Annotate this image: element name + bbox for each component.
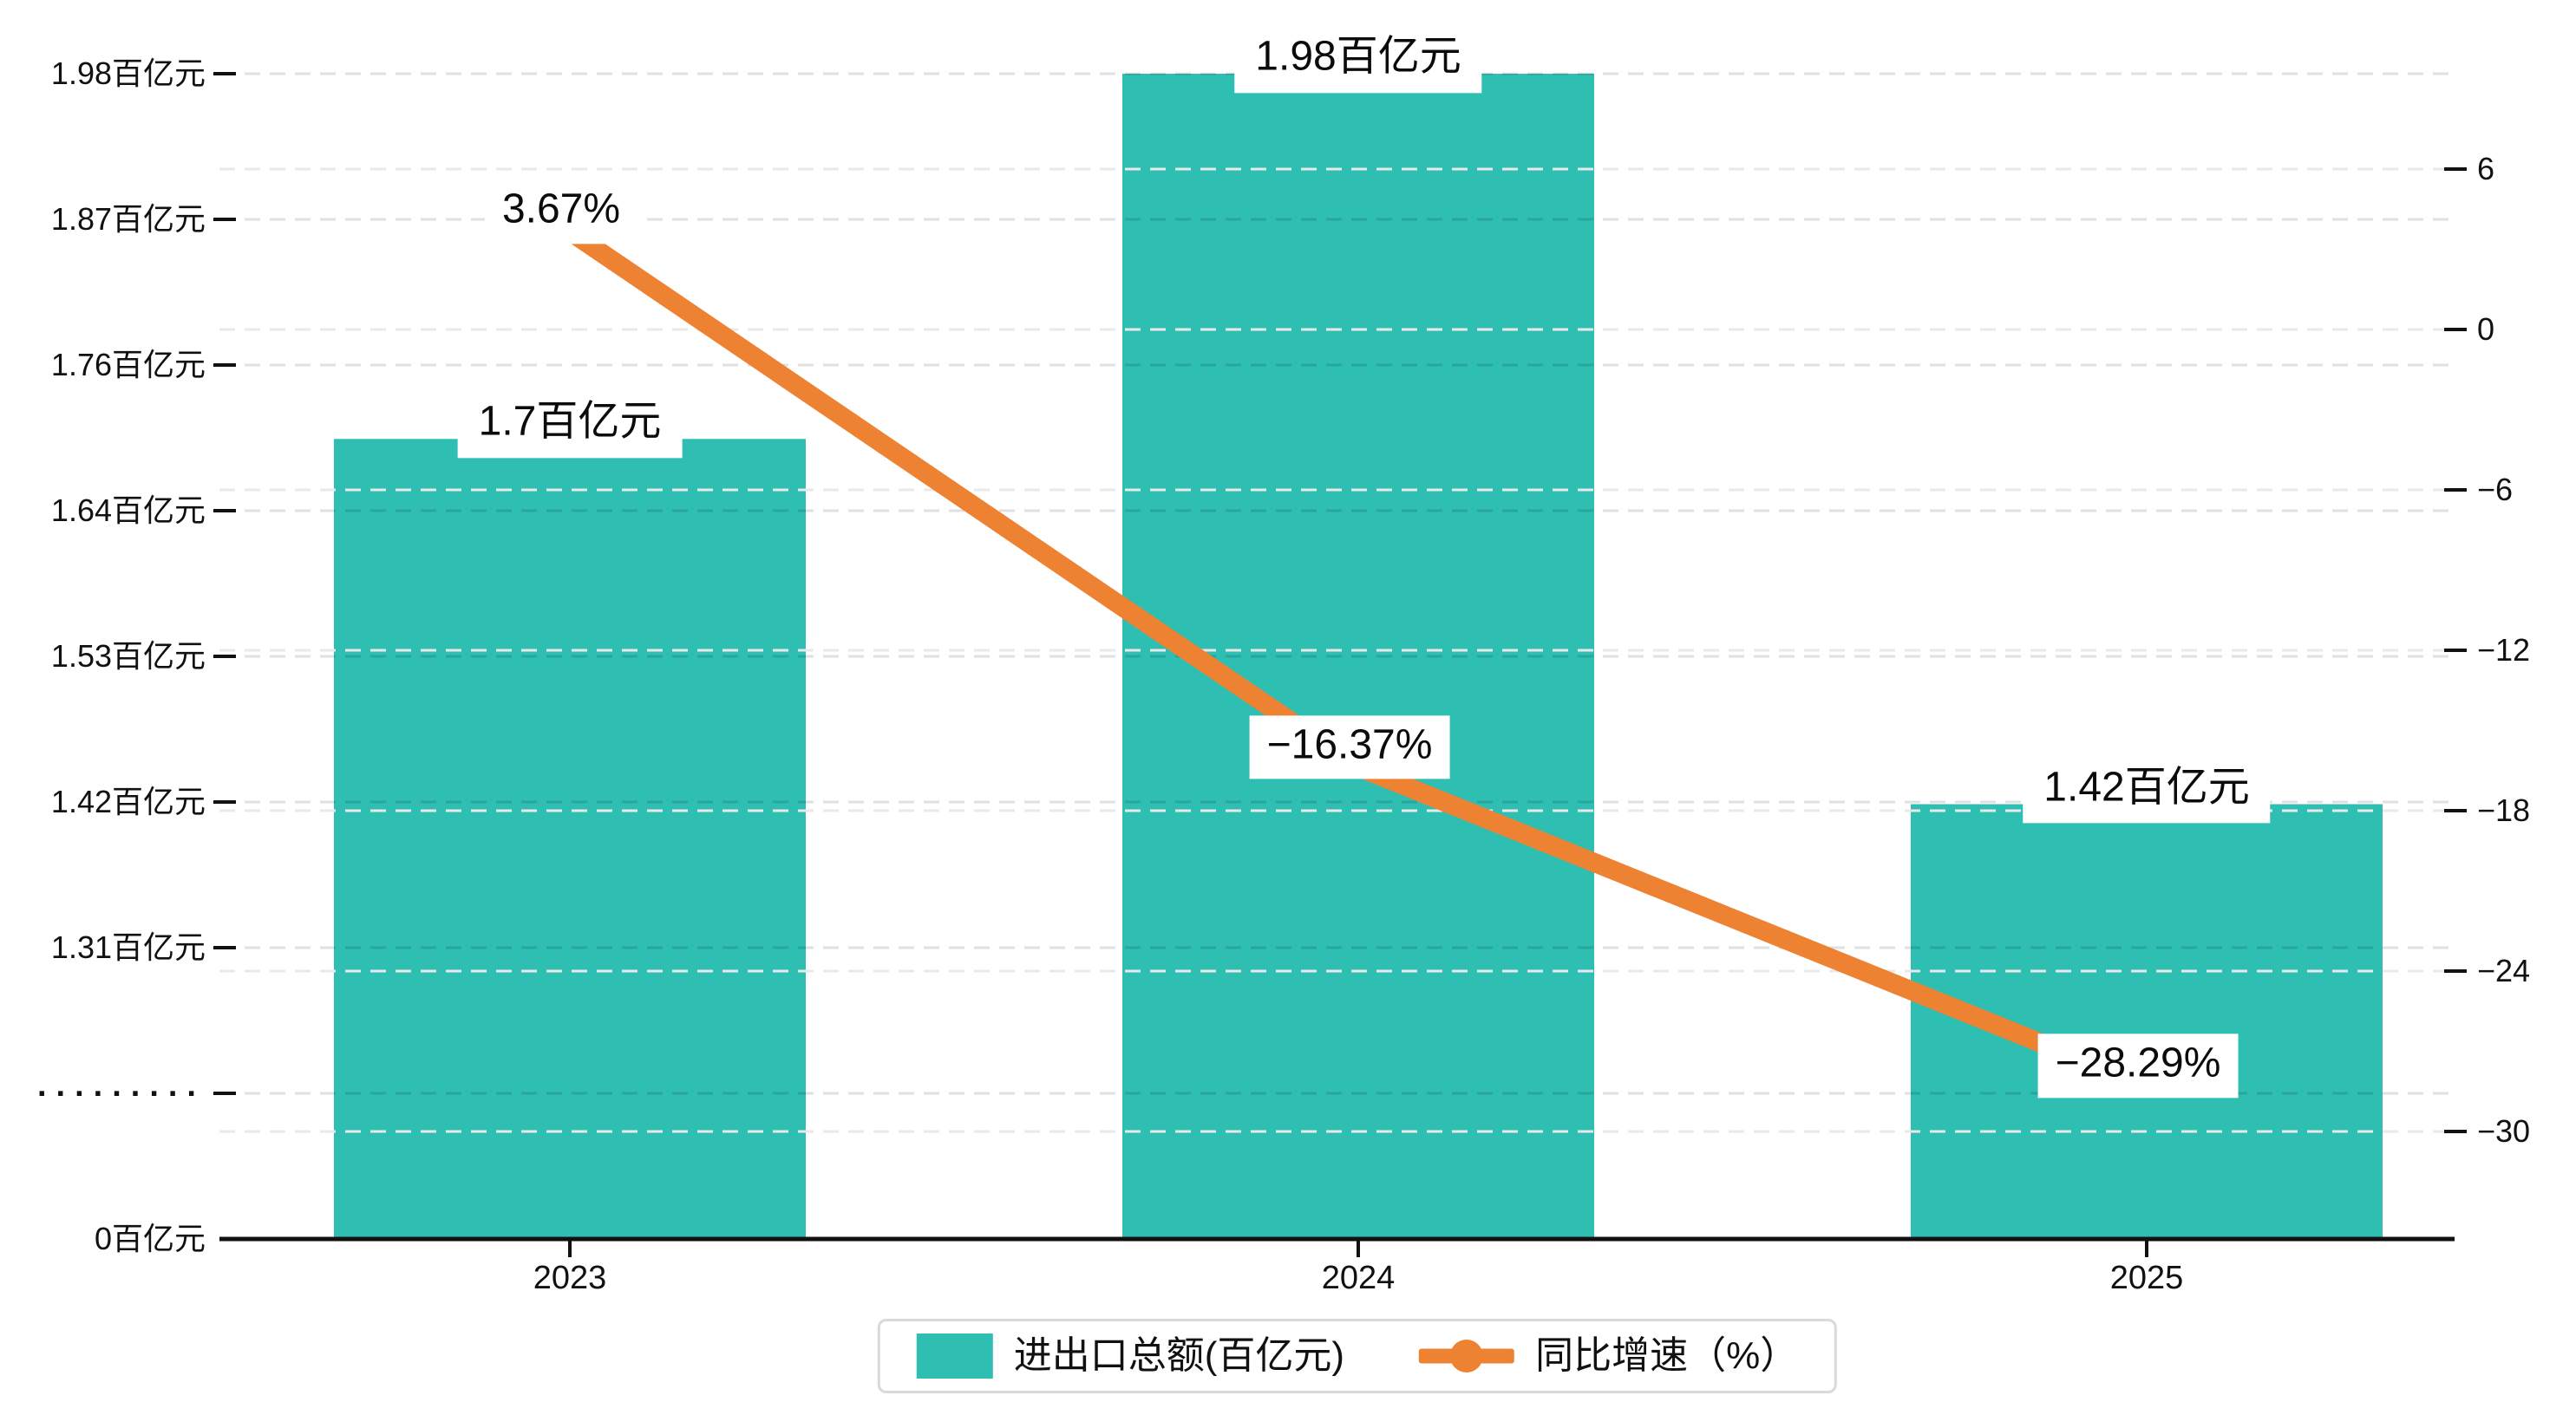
y-axis-label-left: 1.53百亿元: [50, 638, 206, 674]
x-axis-label-2023: 2023: [533, 1260, 607, 1296]
line-value-label-2024: −16.37%: [1249, 715, 1450, 779]
bar-value-label-2024: 1.98百亿元: [1234, 27, 1482, 93]
line-series-marker-icon: [1419, 1333, 1515, 1379]
y-axis-label-right: −12: [2477, 632, 2531, 668]
x-axis-label-2024: 2024: [1321, 1260, 1396, 1296]
y-axis-label-left: 0百亿元: [94, 1221, 206, 1256]
legend: 进出口总额(百亿元) 同比增速（%）: [877, 1319, 1838, 1393]
y-axis-label-right: 0: [2477, 311, 2495, 347]
y-axis-label-right: −18: [2477, 792, 2531, 828]
bar-value-label-2025: 1.42百亿元: [2023, 757, 2271, 824]
y-axis-label-left: 1.31百亿元: [50, 929, 206, 965]
line-marker-dot: [1450, 1340, 1484, 1373]
bar-series-swatch-icon: [916, 1333, 993, 1379]
bar-value-label-2023: 1.7百亿元: [457, 392, 683, 459]
legend-line-label: 同比增速（%）: [1535, 1334, 1799, 1377]
y-axis-label-left: 1.64百亿元: [50, 492, 206, 528]
legend-bar-label: 进出口总额(百亿元): [1013, 1334, 1345, 1377]
y-axis-label-right: −30: [2477, 1113, 2531, 1149]
y-axis-break-label: .........: [36, 1066, 206, 1104]
y-axis-label-left: 1.42百亿元: [50, 784, 206, 819]
legend-item-line-series: 同比增速（%）: [1419, 1333, 1798, 1379]
legend-item-bar-series: 进出口总额(百亿元): [916, 1333, 1345, 1379]
line-value-label-2023: 3.67%: [484, 179, 638, 244]
y-axis-label-right: −6: [2477, 472, 2514, 507]
line-value-label-2025: −28.29%: [2037, 1034, 2239, 1099]
bar-2023: [334, 439, 806, 1239]
y-axis-label-left: 1.98百亿元: [50, 55, 206, 91]
y-axis-label-right: −24: [2477, 953, 2531, 988]
x-axis-label-2025: 2025: [2109, 1260, 2184, 1296]
y-axis-label-left: 1.76百亿元: [50, 347, 206, 382]
y-axis-label-right: 6: [2477, 151, 2495, 186]
y-axis-label-left: 1.87百亿元: [50, 201, 206, 237]
